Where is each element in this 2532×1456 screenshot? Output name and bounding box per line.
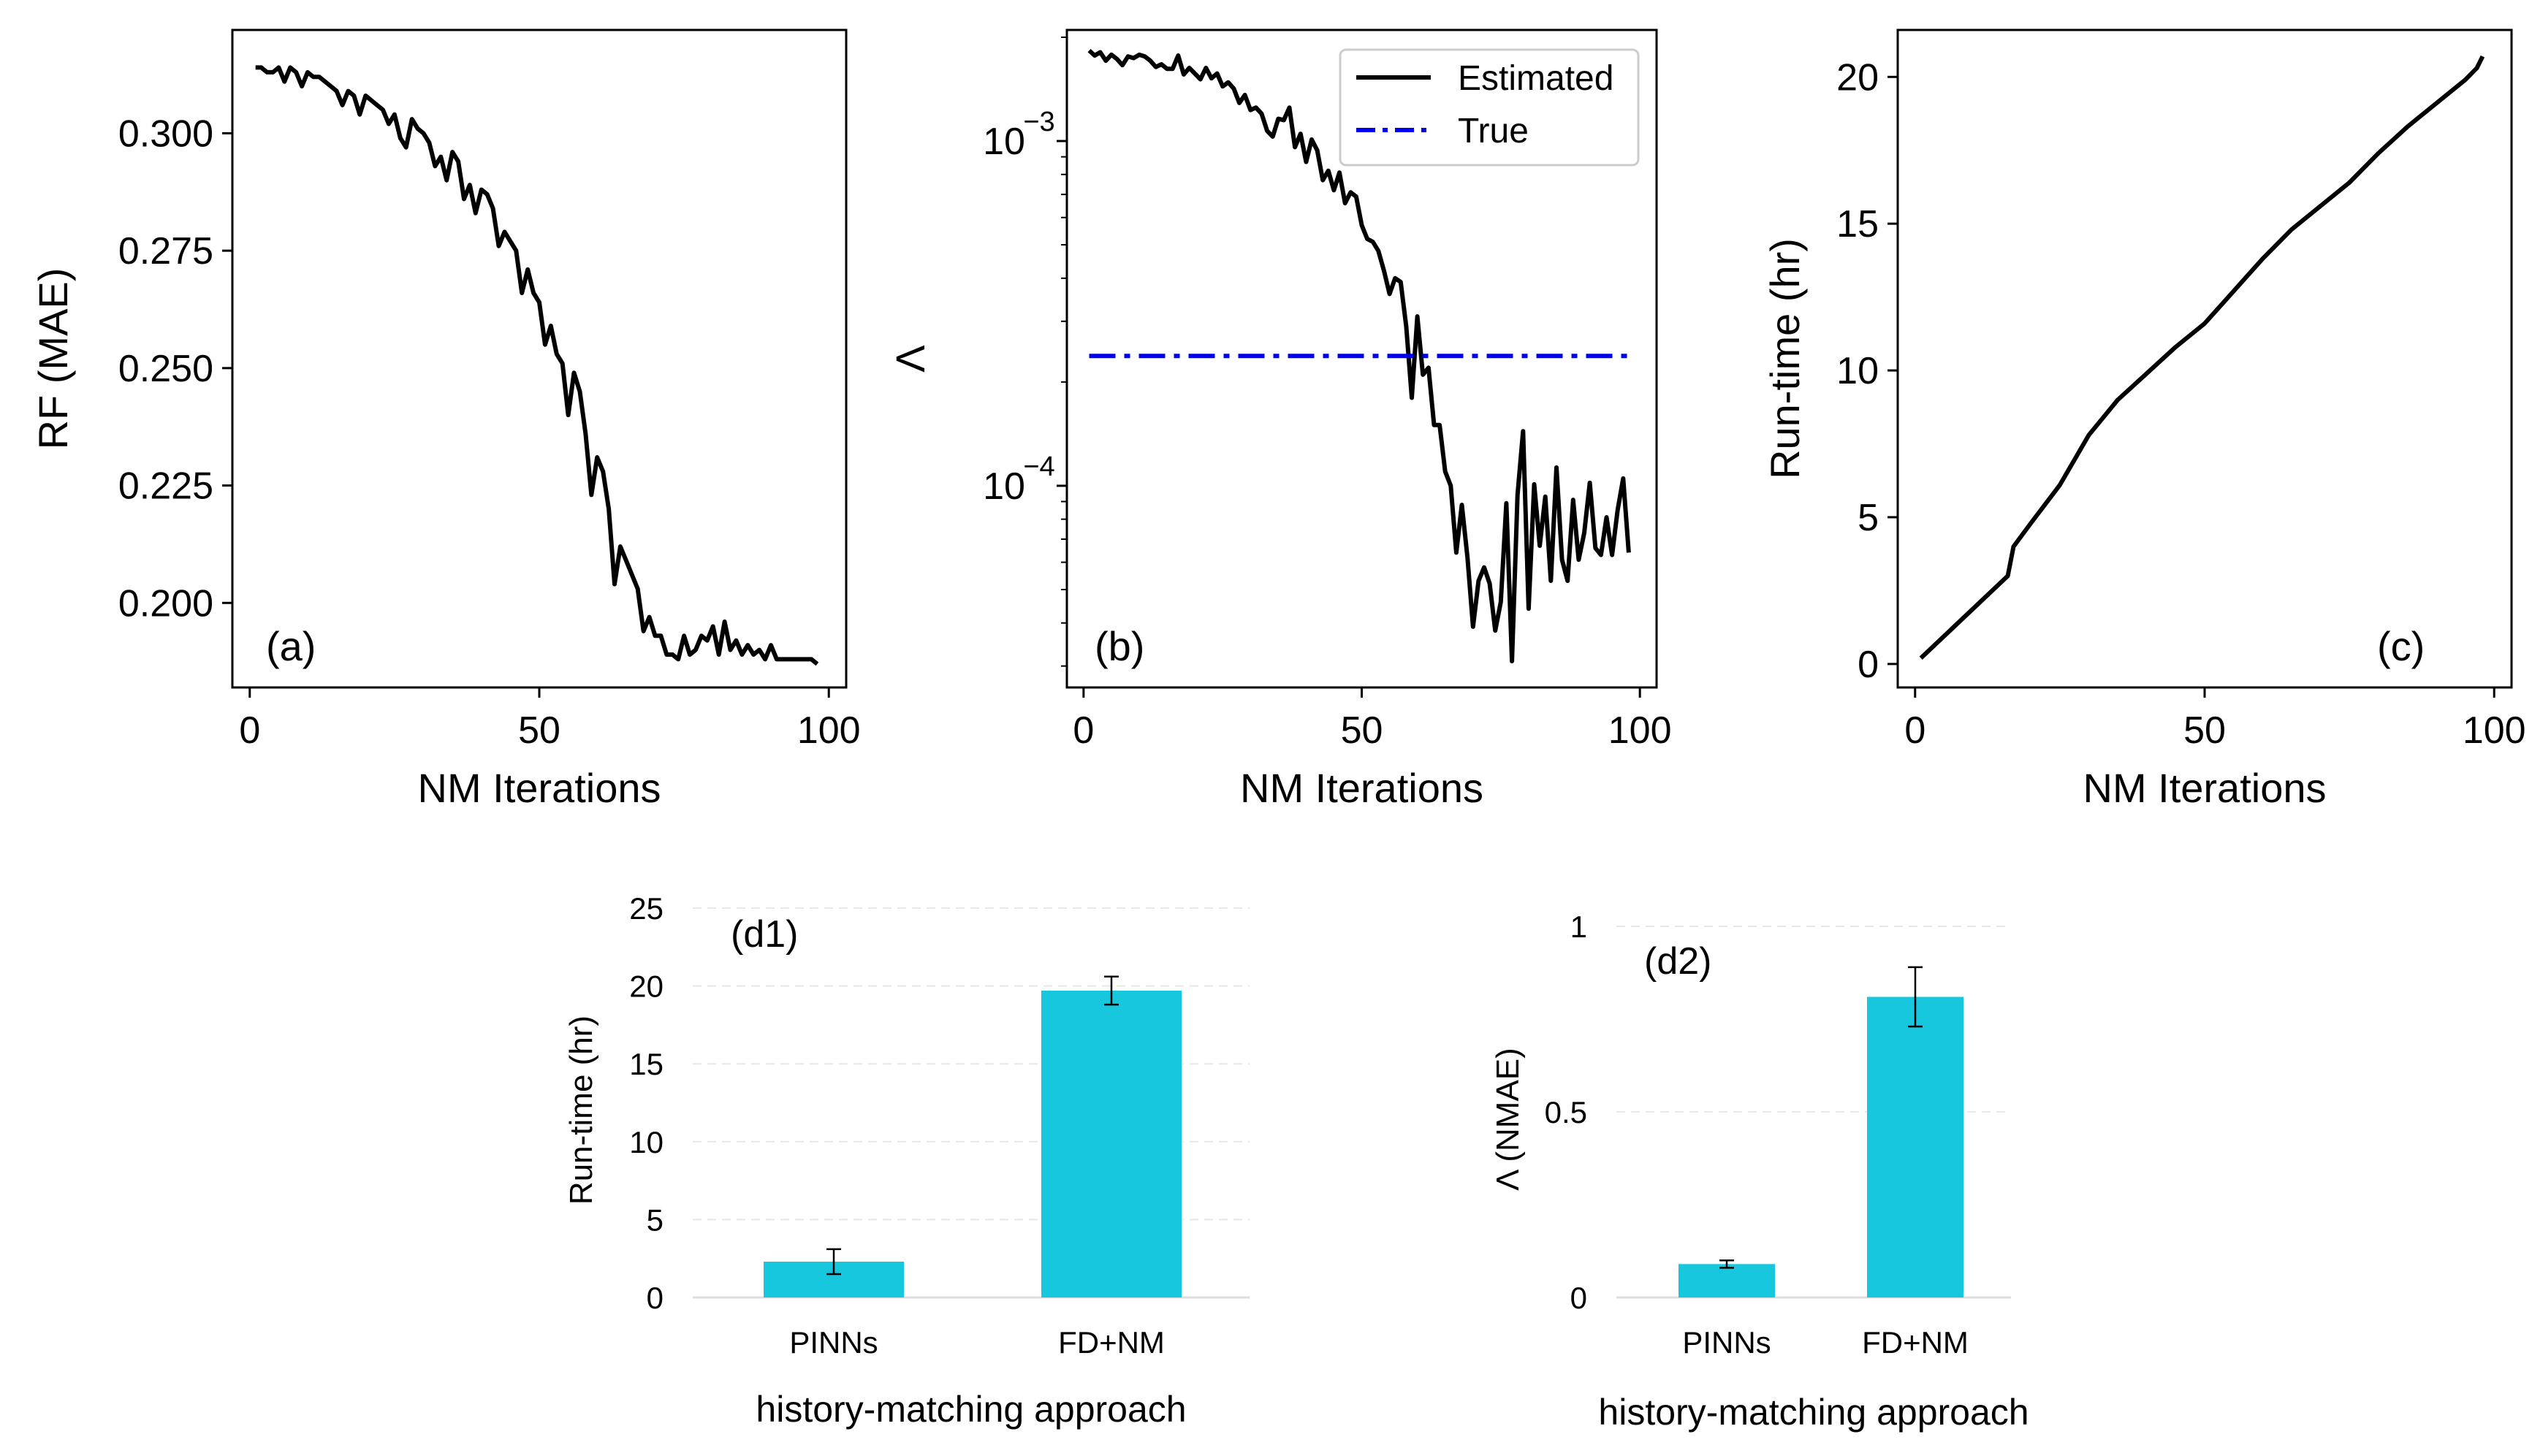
category-label-pinns: PINNs (1682, 1325, 1771, 1360)
panel-c-runtime: 0 50 100 0 5 10 15 20 NM Iterations Run-time (hr)… (1762, 28, 2526, 811)
y-tick-label: 0 (1858, 644, 1879, 686)
x-tick-label: 0 (1073, 709, 1094, 752)
x-axis-label: NM Iterations (418, 765, 661, 811)
y-tick-label: 0 (1570, 1281, 1587, 1315)
category-label-fd-nm: FD+NM (1862, 1325, 1969, 1360)
y-axis-label: Run-time (hr) (1762, 238, 1808, 479)
category-label-pinns: PINNs (789, 1325, 878, 1360)
legend: Estimated True (1339, 48, 1640, 167)
x-tick-label: 50 (2183, 709, 2226, 752)
y-tick-label: 10 (1836, 350, 1879, 392)
x-axis-label: history-matching approach (756, 1389, 1186, 1430)
bar-fd-nm (1867, 996, 1963, 1297)
legend-label-true: True (1458, 112, 1529, 150)
bar-pinns (1679, 1264, 1775, 1297)
x-axis-label: NM Iterations (1240, 765, 1483, 811)
bar-fd-nm (1041, 990, 1182, 1297)
panel-label: (a) (266, 623, 316, 669)
y-tick-label: 5 (1858, 497, 1879, 539)
x-tick-label: 0 (1904, 709, 1925, 752)
panel-d2-nmae-bars: 0 0.5 1 PINNs FD+NM history-matching approach… (1490, 910, 2029, 1433)
x-tick-label: 50 (1341, 709, 1383, 752)
y-tick-label: 0.5 (1545, 1095, 1587, 1129)
x-tick-label: 100 (2463, 709, 2526, 752)
series-line-run-time (1919, 55, 2485, 660)
y-axis-label: RF (MAE) (30, 268, 76, 450)
series-line-estimated (1087, 48, 1631, 663)
x-tick-label: 100 (1608, 709, 1672, 752)
y-tick-label: 0.300 (118, 113, 213, 155)
y-tick-label: 0.200 (118, 582, 213, 625)
panel-label: (d2) (1644, 940, 1711, 983)
y-axis-label: Λ (NMAE) (1490, 1048, 1526, 1191)
y-tick-label: 10 (983, 465, 1025, 508)
y-axis-label: Λ (887, 345, 933, 373)
y-axis-label: Run-time (hr) (563, 1015, 599, 1205)
legend-label-estimated: Estimated (1458, 59, 1613, 98)
y-tick-label: 20 (629, 969, 664, 1004)
y-tick-exponent: −3 (1023, 107, 1054, 137)
panel-label: (d1) (731, 913, 798, 956)
x-axis-label: NM Iterations (2083, 765, 2327, 811)
category-label-fd-nm: FD+NM (1058, 1325, 1165, 1360)
y-tick-label: 15 (629, 1047, 664, 1081)
y-tick-label: 10 (983, 121, 1025, 163)
panel-a-rf-mae: 0 50 100 0.200 0.225 0.250 0.275 0.300 NM Iterat… (30, 28, 861, 811)
x-axis-label: history-matching approach (1598, 1392, 2029, 1433)
x-tick-label: 100 (797, 709, 861, 752)
y-tick-label: 5 (647, 1202, 664, 1237)
y-tick-label: 0.250 (118, 348, 213, 390)
y-tick-exponent: −4 (1023, 451, 1054, 482)
y-tick-label: 15 (1836, 203, 1879, 245)
y-tick-label: 1 (1570, 910, 1587, 944)
series-line-rf-mae- (255, 65, 819, 666)
y-tick-label: 0.275 (118, 230, 213, 272)
y-tick-label: 10 (629, 1125, 664, 1159)
y-tick-label: 25 (629, 891, 664, 926)
panel-label: (c) (2377, 623, 2425, 669)
panel-label: (b) (1095, 623, 1144, 669)
y-tick-label: 0.225 (118, 465, 213, 508)
x-tick-label: 50 (518, 709, 560, 752)
panel-d1-runtime-bars: 0 5 10 15 20 25 PINNs FD+NM history-matching app… (563, 891, 1250, 1430)
y-tick-label: 20 (1836, 56, 1879, 99)
y-tick-label: 0 (647, 1281, 664, 1315)
x-tick-label: 0 (239, 709, 260, 752)
